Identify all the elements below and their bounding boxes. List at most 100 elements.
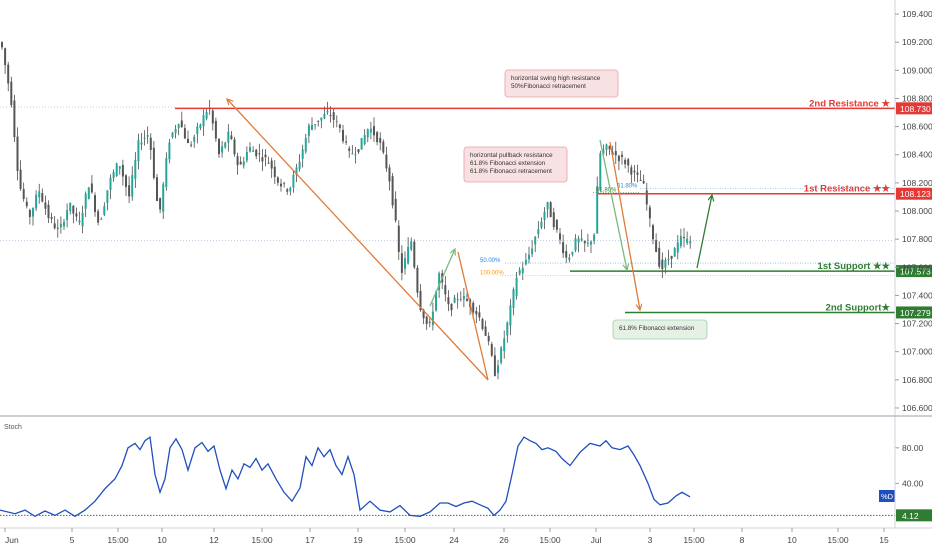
candle-body (524, 259, 527, 265)
candle-body (537, 229, 540, 235)
candle-body (605, 144, 608, 150)
candle-body (509, 305, 512, 326)
candle-body (562, 242, 565, 254)
time-tick-label: Jul (591, 535, 602, 545)
candle-body (602, 149, 605, 154)
candle-body (109, 177, 112, 190)
candle-body (304, 137, 307, 152)
candle-body (407, 246, 410, 264)
level-price-box (896, 187, 932, 200)
candle-body (97, 211, 100, 223)
candle-body (134, 159, 137, 179)
candle-body (239, 161, 242, 165)
candle-body (342, 129, 344, 142)
fib-label: 61.80% (596, 188, 617, 194)
level-price-box (896, 306, 932, 319)
candle-body (180, 120, 183, 128)
candle-body (112, 171, 115, 179)
candle-body (546, 202, 549, 210)
time-tick-label: 10 (787, 535, 797, 545)
candle-body (617, 155, 620, 162)
candle-body (676, 242, 679, 253)
candle-body (53, 223, 56, 229)
candle-body (534, 236, 537, 245)
candle-body (357, 149, 360, 153)
candle-body (506, 322, 509, 336)
level-price-box (896, 102, 932, 115)
candle-body (472, 302, 475, 313)
candle-body (466, 299, 468, 301)
time-tick-label: 15:00 (394, 535, 416, 545)
candle-body (559, 233, 561, 240)
candle-body (348, 148, 351, 151)
projection-arrow (227, 99, 489, 381)
candle-body (242, 161, 245, 166)
candle-body (385, 154, 388, 169)
candle-body (72, 205, 75, 214)
stoch-d-box (879, 490, 895, 502)
annotation-text: 50%Fibonacci retracement (511, 83, 586, 90)
candle-body (59, 223, 62, 228)
candle-body (218, 139, 220, 155)
candle-body (19, 169, 22, 189)
price-tick-label: 107.800 (902, 234, 932, 244)
candle-body (307, 125, 310, 136)
level-name: 1st Resistance ★★ (804, 184, 891, 195)
candle-body (100, 218, 103, 220)
candle-body (115, 163, 118, 177)
candle-body (149, 137, 152, 150)
candle-body (549, 202, 552, 218)
candle-body (221, 146, 224, 153)
candle-body (152, 147, 155, 178)
candle-body (38, 191, 41, 198)
candle-body (568, 257, 571, 260)
candle-body (128, 185, 131, 197)
price-tick-label: 106.600 (902, 403, 932, 413)
time-tick-label: 8 (740, 535, 745, 545)
candle-body (156, 177, 158, 201)
projection-arrow (457, 251, 489, 381)
candle-body (56, 227, 59, 229)
candle-body (497, 365, 499, 373)
projection-arrow (429, 249, 455, 307)
candle-body (639, 179, 642, 181)
candle-body (13, 100, 16, 138)
candle-body (543, 211, 546, 220)
stoch-tick-label: 80.00 (902, 443, 924, 453)
price-tick-label: 108.000 (902, 206, 932, 216)
candle-body (410, 241, 413, 250)
candle-body (205, 111, 208, 119)
candle-body (270, 160, 273, 169)
candle-body (679, 236, 682, 246)
candle-body (323, 114, 326, 119)
candle-body (193, 136, 196, 142)
candle-body (84, 193, 87, 209)
candle-body (1, 42, 3, 48)
projection-arrow (609, 141, 640, 310)
price-tick-label: 106.800 (902, 375, 932, 385)
candle-body (118, 166, 121, 169)
candle-body (648, 207, 651, 219)
candle-body (670, 256, 673, 259)
annotation-text: 61.8% Fibonacci extension (619, 325, 695, 332)
candle-body (686, 238, 689, 243)
candle-body (624, 159, 627, 165)
candle-body (106, 190, 109, 203)
candle-body (571, 251, 574, 255)
level-price-box (896, 265, 932, 278)
candle-body (354, 154, 357, 156)
candle-body (298, 161, 301, 170)
candle-body (345, 141, 348, 143)
candle-body (125, 175, 127, 188)
candle-body (413, 241, 416, 268)
candle-body (500, 347, 503, 363)
candle-body (4, 48, 7, 66)
candle-body (276, 177, 279, 183)
candle-body (478, 312, 481, 318)
candle-body (481, 319, 484, 329)
candle-body (121, 165, 124, 177)
time-tick-label: 5 (70, 535, 75, 545)
candle-body (490, 343, 493, 356)
candle-body (373, 126, 375, 136)
candle-body (44, 202, 47, 209)
